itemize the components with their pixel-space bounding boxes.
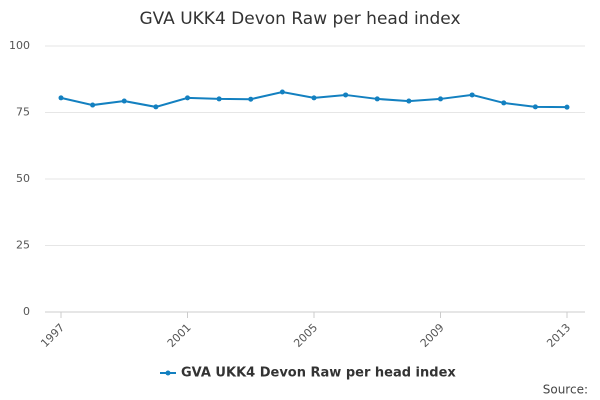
point [216, 96, 222, 102]
x-tick-label: 2013 [544, 321, 573, 350]
point [343, 92, 349, 98]
x-tick-label: 2009 [418, 321, 447, 350]
point [311, 95, 317, 101]
point [564, 104, 570, 110]
point [58, 95, 64, 101]
y-tick-label: 75 [16, 106, 30, 119]
legend-label: GVA UKK4 Devon Raw per head index [181, 366, 456, 381]
y-tick-label: 25 [16, 239, 30, 252]
x-tick-label: 2001 [165, 321, 194, 350]
point [469, 92, 475, 98]
chart-title: GVA UKK4 Devon Raw per head index [139, 9, 460, 29]
y-tick-label: 100 [9, 39, 30, 52]
x-tick-label: 2005 [291, 321, 320, 350]
point [90, 102, 96, 108]
point [121, 98, 127, 104]
point [374, 96, 380, 102]
source: Source: [543, 383, 588, 397]
point [406, 98, 412, 104]
point [153, 104, 159, 110]
point [438, 96, 443, 102]
y-tick-label: 0 [23, 305, 30, 318]
point [185, 95, 190, 101]
point [501, 100, 507, 106]
y-tick-label: 50 [16, 172, 30, 185]
point [279, 89, 285, 95]
point [248, 96, 254, 102]
point [532, 104, 538, 110]
x-tick-label: 1997 [38, 321, 67, 350]
legend-marker [165, 370, 171, 376]
